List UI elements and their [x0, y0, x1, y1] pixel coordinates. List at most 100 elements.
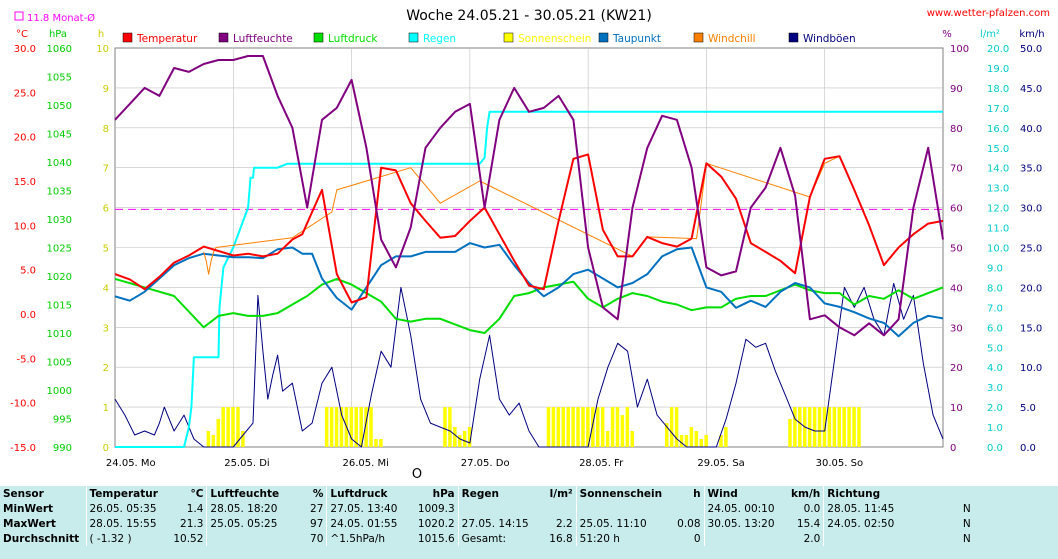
day-label: 30.05. So	[816, 458, 863, 469]
hours-tick-label: 2	[103, 363, 109, 374]
sunshine-bar	[349, 407, 354, 447]
max-rain-time: 27.05. 14:15	[461, 517, 529, 530]
sunshine-bar	[379, 439, 383, 447]
month-avg-marker-icon	[14, 11, 24, 21]
sunshine-bar	[600, 407, 605, 447]
sunshine-bar	[339, 407, 344, 447]
sunshine-bar	[206, 431, 211, 447]
site-link[interactable]: www.wetter-pfalzen.com	[927, 8, 1050, 19]
rain-axis-unit: l/m²	[980, 29, 1000, 40]
legend-label: Sonnenschein	[518, 33, 591, 45]
rain-tick-label: 2.0	[987, 403, 1003, 414]
wind-tick-label: 50.0	[1020, 44, 1042, 55]
sunshine-bar	[704, 435, 708, 447]
max-press-value: 1020.2	[414, 516, 459, 531]
sunshine-bar	[546, 407, 551, 447]
legend-swatch	[313, 32, 324, 43]
chart-title: Woche 24.05.21 - 30.05.21 (KW21)	[406, 8, 652, 24]
hdr-hum: Luftfeuchte	[210, 487, 280, 500]
series-windben-line	[114, 282, 944, 448]
hpa-tick-label: 1045	[47, 130, 72, 141]
legend-swatch	[693, 32, 704, 43]
sunshine-bar	[615, 407, 620, 447]
hpa-tick-label: 1040	[47, 158, 72, 169]
max-press-time: 24.05. 01:55	[330, 517, 398, 530]
min-dir-time: 28.05. 11:45	[827, 502, 895, 515]
pct-tick-label: 10	[950, 403, 963, 414]
rain-tick-label: 1.0	[987, 423, 1003, 434]
legend-label: Temperatur	[136, 33, 198, 45]
legend-label: Regen	[423, 33, 456, 45]
rain-tick-label: 0.0	[987, 443, 1003, 454]
hours-tick-label: 10	[96, 44, 109, 55]
hdr-press: Luftdruck	[330, 487, 388, 500]
sunshine-bar	[329, 407, 334, 447]
min-temp-value: 1.4	[160, 501, 208, 516]
sunshine-bar	[807, 407, 812, 447]
legend-swatch	[218, 32, 229, 43]
sunshine-bar	[556, 407, 561, 447]
legend-swatch	[788, 32, 799, 43]
avg-rain-value: 16.8	[540, 531, 577, 546]
stats-table: Sensor Temperatur °C Luftfeuchte % Luftd…	[0, 486, 974, 546]
sunshine-bar	[596, 407, 600, 447]
max-wind-value: 15.4	[788, 516, 825, 531]
hpa-tick-label: 990	[53, 443, 72, 454]
pct-axis-unit: %	[942, 29, 952, 40]
hpa-tick-label: 1060	[47, 44, 72, 55]
min-temp-time: 26.05. 05:35	[89, 502, 157, 515]
month-avg-label: 11.8 Monat-Ø	[27, 12, 95, 24]
series-windchill-line	[203, 155, 855, 275]
legend-swatch	[503, 32, 514, 43]
hpa-tick-label: 1010	[47, 329, 72, 340]
sunshine-bar	[221, 407, 225, 447]
sunshine-bar	[374, 439, 378, 447]
sunshine-bar	[369, 407, 373, 447]
sunshine-bar	[674, 407, 679, 447]
sunshine-bar	[689, 427, 694, 447]
sunshine-bar	[334, 407, 339, 447]
max-dir-value: N	[962, 517, 971, 530]
sunshine-bar	[576, 407, 580, 447]
hdr-sensor: Sensor	[0, 486, 87, 501]
sunshine-bar	[211, 435, 216, 447]
max-temp-time: 28.05. 15:55	[89, 517, 157, 530]
hpa-tick-label: 1030	[47, 215, 72, 226]
hdr-hum-unit: %	[292, 486, 328, 501]
avg-wind-note	[704, 531, 788, 546]
sunshine-bar	[842, 407, 846, 447]
min-hum-time: 28.05. 18:20	[210, 502, 278, 515]
rain-tick-label: 3.0	[987, 383, 1003, 394]
rain-tick-label: 6.0	[987, 323, 1003, 334]
wind-tick-label: 30.0	[1020, 204, 1042, 215]
sunshine-bar	[669, 407, 674, 447]
sunshine-bar	[467, 427, 472, 447]
hdr-temp: Temperatur	[89, 487, 158, 500]
sunshine-bar	[236, 407, 240, 447]
min-wind-value: 0.0	[788, 501, 825, 516]
moon-phase-icon: O	[412, 467, 422, 482]
sunshine-bar	[630, 431, 634, 447]
sunshine-bar	[665, 423, 669, 447]
sunshine-bar	[857, 407, 861, 447]
hpa-tick-label: 1020	[47, 272, 72, 283]
hpa-tick-label: 1035	[47, 187, 72, 198]
rain-tick-label: 4.0	[987, 363, 1003, 374]
hours-tick-label: 9	[103, 84, 109, 95]
wind-tick-label: 45.0	[1020, 84, 1042, 95]
hours-axis-unit: h	[98, 29, 104, 40]
series-luftfeuchte-line	[114, 55, 944, 337]
temp-tick-label: -5.0	[16, 354, 36, 365]
sunshine-bar	[788, 419, 792, 447]
day-label: 26.05. Mi	[343, 458, 389, 469]
wind-tick-label: 40.0	[1020, 124, 1042, 135]
wind-tick-label: 35.0	[1020, 164, 1042, 175]
legend-label: Luftdruck	[328, 33, 378, 45]
stats-min-row: MinWert 26.05. 05:35 1.4 28.05. 18:20 27…	[0, 501, 974, 516]
temp-axis-unit: °C	[16, 29, 28, 40]
avg-dir-note	[824, 531, 916, 546]
sunshine-bar	[359, 407, 363, 447]
sunshine-bar	[458, 435, 462, 447]
hours-tick-label: 7	[103, 164, 109, 175]
sunshine-bar	[852, 407, 856, 447]
